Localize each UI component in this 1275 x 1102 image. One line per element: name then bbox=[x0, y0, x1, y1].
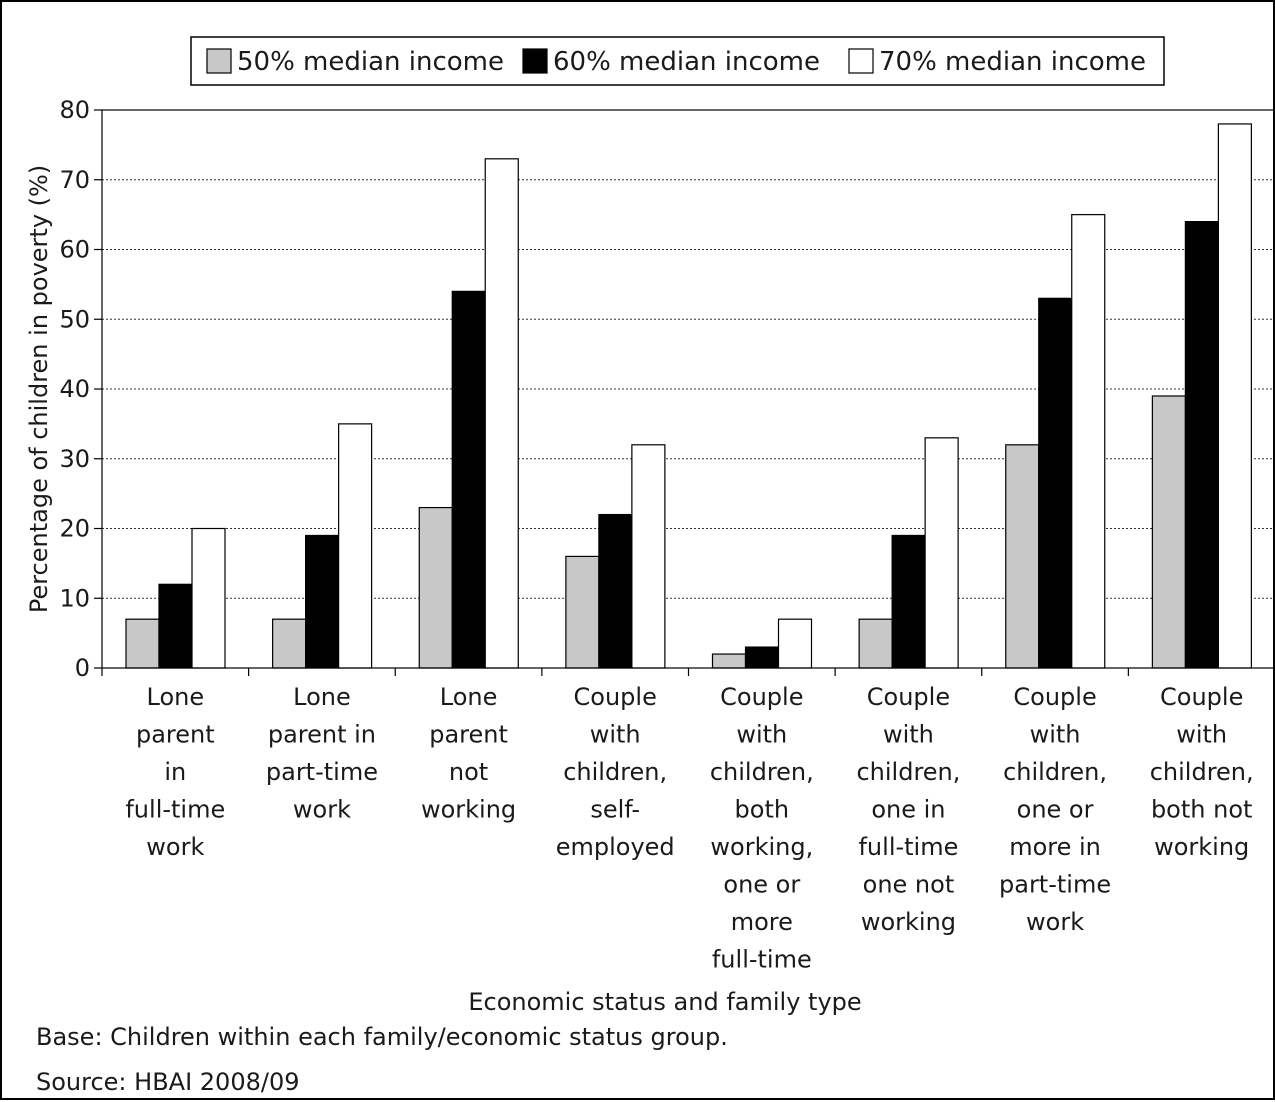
bar bbox=[305, 534, 340, 669]
y-tick-label: 40 bbox=[59, 375, 90, 403]
base-note: Base: Children within each family/econom… bbox=[36, 1023, 728, 1051]
y-tick-label: 60 bbox=[59, 236, 90, 264]
bar bbox=[598, 513, 633, 669]
bar bbox=[924, 437, 959, 669]
legend-swatch bbox=[848, 48, 874, 74]
y-tick-label: 0 bbox=[75, 654, 90, 682]
bar bbox=[1184, 221, 1219, 669]
bar bbox=[451, 290, 486, 669]
legend-label: 50% median income bbox=[237, 47, 504, 77]
x-tick-label: Couple with children, one in full-time one no… bbox=[856, 683, 960, 936]
source-note: Source: HBAI 2008/09 bbox=[36, 1068, 300, 1096]
bar bbox=[191, 527, 226, 669]
y-tick-label: 10 bbox=[59, 584, 90, 612]
bar bbox=[565, 555, 600, 669]
bar bbox=[484, 158, 519, 669]
bar bbox=[1151, 395, 1186, 669]
x-tick-label: Couple with children, both working, one or mor… bbox=[710, 683, 814, 974]
x-axis-title: Economic status and family type bbox=[468, 988, 861, 1016]
x-tick-label: Couple with children, both not working bbox=[1150, 683, 1254, 861]
legend-swatch bbox=[522, 48, 548, 74]
bar bbox=[1071, 214, 1106, 669]
y-tick-label: 80 bbox=[59, 96, 90, 124]
bar bbox=[711, 653, 747, 669]
y-tick-label: 70 bbox=[59, 166, 90, 194]
bar bbox=[158, 583, 193, 669]
x-tick-label: Couple with children, one or more in part-tim… bbox=[999, 683, 1111, 936]
bar bbox=[891, 534, 926, 669]
legend-swatch bbox=[206, 48, 232, 74]
y-tick-label: 30 bbox=[59, 445, 90, 473]
bar bbox=[858, 618, 893, 669]
legend bbox=[190, 36, 1165, 86]
legend-label: 60% median income bbox=[553, 47, 820, 77]
bar bbox=[418, 506, 453, 669]
x-tick-label: Lone parent not working bbox=[421, 683, 516, 824]
bar bbox=[1005, 444, 1040, 669]
x-tick-label: Lone parent in full-time work bbox=[125, 683, 225, 861]
y-axis-title: Percentage of children in poverty (%) bbox=[25, 165, 53, 613]
bar bbox=[272, 618, 307, 669]
bar bbox=[631, 444, 666, 669]
bar bbox=[338, 423, 373, 669]
x-tick-label: Lone parent in part-time work bbox=[266, 683, 378, 824]
legend-label: 70% median income bbox=[879, 47, 1146, 77]
x-tick-label: Couple with children, self-employed bbox=[556, 683, 675, 861]
bar bbox=[125, 618, 160, 669]
y-tick-label: 20 bbox=[59, 515, 90, 543]
bar bbox=[1217, 123, 1252, 669]
bar bbox=[777, 618, 813, 669]
bar bbox=[1038, 297, 1073, 669]
bar bbox=[744, 646, 780, 669]
y-tick-label: 50 bbox=[59, 305, 90, 333]
